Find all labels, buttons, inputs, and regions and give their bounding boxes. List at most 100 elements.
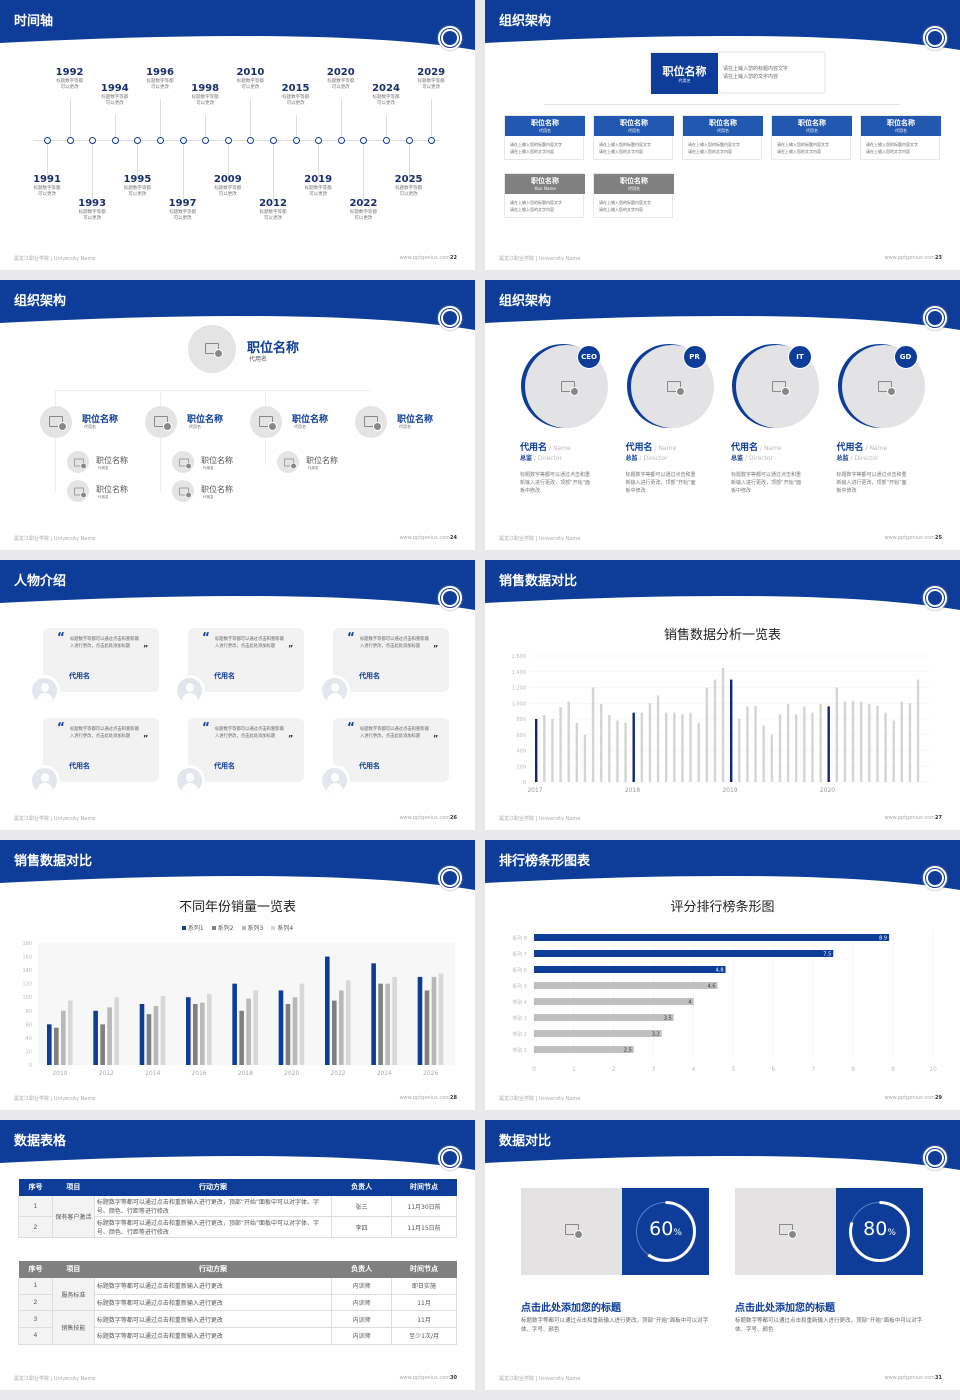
bar (246, 998, 251, 1065)
table-row[interactable]: 3 销售技能 标题数字等都可以通过点击和重新输入进行更改 内训师 11月 (18, 1310, 457, 1345)
org-title: 职位名称 (306, 456, 338, 465)
org-photo[interactable] (250, 406, 282, 438)
testimonial-card[interactable]: “ 标题数字等都可以通过点击和重新输入进行更改，点击此处添加标题 ” 代用名 (188, 718, 304, 782)
org-photo-small[interactable] (67, 451, 89, 473)
org-top-photo[interactable] (188, 325, 236, 373)
avatar[interactable] (29, 675, 60, 706)
avatar[interactable] (319, 765, 350, 796)
image-panel[interactable] (735, 1188, 836, 1275)
timeline-node[interactable] (383, 137, 390, 144)
image-placeholder-icon[interactable] (565, 1224, 583, 1239)
avatar[interactable] (29, 765, 60, 796)
testimonial-card[interactable]: “ 标题数字等都可以通过点击和重新输入进行更改，点击此处添加标题 ” 代用名 (333, 718, 449, 782)
legend-item[interactable]: 系列2 (211, 925, 234, 932)
timeline-year: 1996 (146, 67, 174, 78)
image-placeholder-icon[interactable] (179, 458, 192, 470)
image-placeholder-icon[interactable] (179, 487, 192, 499)
panel-heading[interactable]: 点击此处添加您的标题 (521, 1303, 621, 1314)
org-photo-small[interactable] (172, 451, 194, 473)
testimonial-card[interactable]: “ 标题数字等都可以通过点击和重新输入进行更改，点击此处添加标题 ” 代用名 (43, 628, 159, 692)
progress-unit: % (673, 1228, 682, 1238)
testimonial-card[interactable]: “ 标题数字等都可以通过点击和重新输入进行更改，点击此处添加标题 ” 代用名 (188, 628, 304, 692)
legend-item[interactable]: 系列4 (271, 925, 293, 932)
avatar[interactable] (319, 675, 350, 706)
timeline-desc: 标题数字等都 可以更改 (236, 79, 264, 90)
page-number: 26 (450, 815, 457, 821)
header-curve (485, 560, 960, 610)
image-placeholder-icon[interactable] (779, 1224, 797, 1239)
image-placeholder-icon[interactable] (561, 381, 579, 396)
timeline-node[interactable] (66, 137, 74, 144)
timeline-node[interactable] (270, 137, 277, 144)
legend-item[interactable]: 系列3 (241, 925, 263, 932)
timeline-node[interactable] (337, 137, 345, 144)
legend-label: 系列4 (277, 925, 294, 932)
org-photo[interactable] (145, 406, 177, 438)
page-number: 22 (450, 255, 457, 261)
panel-heading[interactable]: 点击此处添加您的标题 (735, 1303, 835, 1314)
table-row[interactable]: 2 标题数字等都可以通过点击和重新输入进行更改，顶部“开始”面板中可以对字体、字号… (18, 1216, 457, 1238)
avatar[interactable] (174, 765, 205, 796)
table-row[interactable]: 1 服务标准 标题数字等都可以通过点击和重新输入进行更改 内训师 即日实施 (18, 1276, 457, 1312)
org-top-box[interactable]: 职位名称 代用名 请在上输入您的标题内容文字 请在上输入您的文字内容 (650, 52, 825, 94)
org-box[interactable]: 职位名称 代用名 请在上输入您的标题内容文字 请在上输入您的文字内容 (771, 115, 852, 160)
slide-title: 组织架构 (14, 294, 67, 309)
org-box-desc: 请在上输入您的标题内容文字 请在上输入您的文字内容 (510, 142, 562, 154)
timeline-node[interactable] (89, 137, 97, 144)
org-box[interactable]: 职位名称 代用名 请在上输入您的标题内容文字 请在上输入您的文字内容 (593, 115, 674, 160)
legend-item[interactable]: 系列1 (181, 925, 204, 932)
row-number: 2 (18, 1216, 53, 1238)
timeline-node[interactable] (134, 137, 142, 144)
timeline-node[interactable] (224, 137, 232, 144)
owner: 内训师 (331, 1277, 393, 1295)
timeline-desc: 标题数字等都 可以更改 (372, 95, 400, 106)
timeline-node[interactable] (247, 137, 255, 144)
footer-right: www.pptgenius.com29 (884, 1095, 942, 1101)
image-placeholder-icon[interactable] (49, 416, 67, 431)
org-photo[interactable] (355, 406, 387, 438)
org-box[interactable]: 职位名称 Your Name 请在上输入您的标题内容文字 请在上输入您的文字内容 (504, 173, 585, 218)
image-placeholder-icon[interactable] (772, 381, 790, 396)
image-placeholder-icon[interactable] (666, 381, 685, 396)
action-plan: 标题数字等都可以通过点击和重新输入进行更改 (93, 1327, 333, 1345)
timeline-node[interactable] (315, 137, 323, 144)
testimonial-card[interactable]: “ 标题数字等都可以通过点击和重新输入进行更改，点击此处添加标题 ” 代用名 (333, 628, 449, 692)
x-tick-label: 2020 (820, 787, 835, 794)
org-box[interactable]: 职位名称 代用名 请在上输入您的标题内容文字 请在上输入您的文字内容 (682, 115, 763, 160)
avatar[interactable] (174, 675, 205, 706)
timeline-node[interactable] (405, 137, 413, 144)
footer-site: www.pptgenius.com (884, 535, 936, 541)
image-placeholder-icon[interactable] (74, 458, 87, 470)
image-placeholder-icon[interactable] (284, 458, 297, 470)
image-panel[interactable] (521, 1188, 622, 1275)
timeline-node[interactable] (202, 137, 210, 144)
timeline-node[interactable] (111, 137, 119, 144)
image-placeholder-icon[interactable] (259, 416, 277, 431)
school-logo (438, 1146, 462, 1170)
timeline-node[interactable] (179, 137, 187, 144)
header-curve (0, 840, 475, 890)
table-row[interactable]: 4 标题数字等都可以通过点击和重新输入进行更改 内训师 至少1次/月 (18, 1327, 457, 1345)
footer-school: 黑龙江职业学院 | University Name (14, 256, 96, 262)
image-placeholder-icon[interactable] (205, 343, 223, 358)
org-photo-small[interactable] (172, 480, 194, 502)
x-tick-label: 2018 (238, 1070, 253, 1077)
testimonial-card[interactable]: “ 标题数字等都可以通过点击和重新输入进行更改，点击此处添加标题 ” 代用名 (43, 718, 159, 782)
org-box[interactable]: 职位名称 代用名 请在上输入您的标题内容文字 请在上输入您的文字内容 (504, 115, 585, 160)
org-photo-small[interactable] (277, 451, 299, 473)
timeline-node[interactable] (360, 137, 368, 144)
org-photo-small[interactable] (67, 480, 89, 502)
org-box[interactable]: 职位名称 代用名 请在上输入您的标题内容文字 请在上输入您的文字内容 (860, 115, 941, 160)
image-placeholder-icon[interactable] (154, 416, 172, 431)
timeline-node[interactable] (157, 137, 164, 144)
person-name: 代用名 (69, 672, 90, 680)
image-placeholder-icon[interactable] (877, 381, 896, 396)
table-row[interactable]: 1 保有客户激活 标题数字等都可以通过点击和重新输入进行更改，顶部“开始”面板中可以… (18, 1195, 457, 1238)
org-photo[interactable] (40, 406, 72, 438)
image-placeholder-icon[interactable] (364, 416, 382, 431)
org-box[interactable]: 职位名称 代用名 请在上输入您的标题内容文字 请在上输入您的文字内容 (593, 173, 674, 218)
timeline-node[interactable] (292, 137, 300, 144)
timeline-node[interactable] (428, 137, 436, 144)
image-placeholder-icon[interactable] (74, 487, 87, 499)
timeline-node[interactable] (44, 137, 51, 144)
